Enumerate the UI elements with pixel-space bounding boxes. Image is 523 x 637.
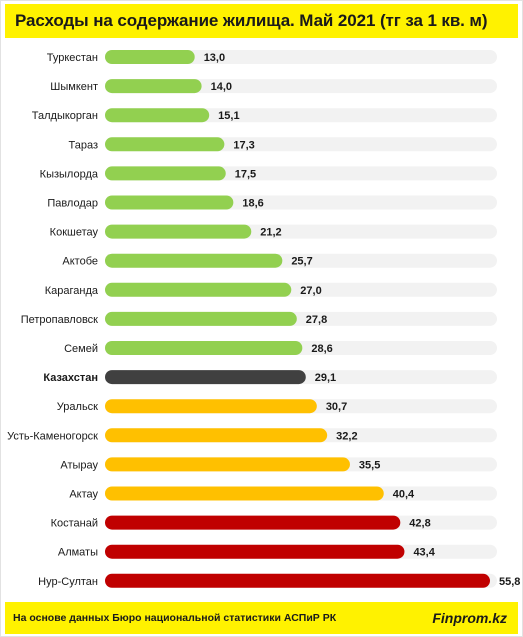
category-label: Нур-Султан bbox=[38, 576, 98, 588]
bar-row: Караганда 27,0 bbox=[45, 282, 497, 297]
value-label: 40,4 bbox=[393, 489, 415, 501]
value-label: 43,4 bbox=[413, 547, 435, 559]
value-label: 27,0 bbox=[300, 285, 321, 297]
bar-row: Кызылорда 17,5 bbox=[40, 166, 497, 181]
category-label: Кызылорда bbox=[40, 168, 99, 180]
bar-track bbox=[105, 79, 497, 94]
value-label: 17,5 bbox=[235, 168, 256, 180]
value-label: 29,1 bbox=[315, 372, 336, 384]
value-label: 35,5 bbox=[359, 459, 380, 471]
title-bar bbox=[5, 4, 518, 38]
bar bbox=[105, 137, 225, 152]
category-label: Кокшетау bbox=[50, 227, 99, 239]
category-label: Семей bbox=[64, 343, 98, 355]
bar bbox=[105, 341, 303, 355]
source-note: На основе данных Бюро национальной стати… bbox=[13, 612, 337, 624]
category-label: Петропавловск bbox=[21, 314, 98, 326]
value-label: 55,8 bbox=[499, 576, 520, 588]
bar bbox=[105, 253, 283, 268]
category-label: Талдыкорган bbox=[32, 110, 98, 122]
value-label: 18,6 bbox=[242, 198, 263, 210]
category-label: Алматы bbox=[58, 547, 98, 559]
bar-row: Кокшетау 21,2 bbox=[50, 224, 497, 239]
category-label: Казахстан bbox=[43, 372, 98, 384]
category-label: Усть-Каменогорск bbox=[7, 430, 98, 442]
value-label: 27,8 bbox=[306, 314, 327, 326]
category-label: Караганда bbox=[45, 285, 99, 297]
bar-row: Атырау 35,5 bbox=[60, 457, 497, 472]
bar bbox=[105, 486, 384, 501]
bar bbox=[105, 370, 306, 385]
bar-row: Петропавловск 27,8 bbox=[21, 311, 497, 326]
bar bbox=[105, 311, 297, 326]
bar bbox=[105, 573, 490, 588]
value-label: 15,1 bbox=[218, 110, 239, 122]
bar-row: Усть-Каменогорск 32,2 bbox=[7, 428, 497, 443]
value-label: 14,0 bbox=[211, 81, 232, 93]
bar bbox=[105, 79, 202, 94]
bar bbox=[105, 195, 234, 210]
bar-row: Актобе 25,7 bbox=[62, 253, 497, 268]
bar bbox=[105, 282, 292, 297]
bar bbox=[105, 515, 401, 530]
category-label: Туркестан bbox=[47, 52, 98, 64]
value-label: 13,0 bbox=[204, 52, 225, 64]
bar-row: Шымкент 14,0 bbox=[50, 79, 497, 94]
bar bbox=[105, 166, 226, 181]
category-label: Уральск bbox=[57, 401, 98, 413]
category-label: Атырау bbox=[60, 459, 98, 471]
bar-row: Семей 28,6 bbox=[64, 341, 497, 355]
brand-logo: Finprom.kz bbox=[432, 610, 507, 626]
value-label: 30,7 bbox=[326, 401, 347, 413]
category-label: Актау bbox=[69, 489, 98, 501]
bar bbox=[105, 224, 252, 239]
bar bbox=[105, 428, 328, 443]
bar bbox=[105, 544, 405, 559]
bar-track bbox=[105, 50, 497, 64]
bar-row: Уральск 30,7 bbox=[57, 399, 497, 414]
bar-row: Туркестан 13,0 bbox=[47, 50, 497, 64]
value-label: 32,2 bbox=[336, 430, 357, 442]
value-label: 21,2 bbox=[260, 227, 281, 239]
category-label: Костанай bbox=[51, 518, 98, 530]
chart-title: Расходы на содержание жилища. Май 2021 (… bbox=[15, 11, 488, 30]
bar-row: Казахстан 29,1 bbox=[43, 370, 497, 385]
bar-row: Нур-Султан 55,8 bbox=[38, 573, 520, 588]
bar-row: Костанай 42,8 bbox=[51, 515, 497, 530]
category-label: Тараз bbox=[69, 139, 99, 151]
bar bbox=[105, 108, 210, 123]
bar-row: Алматы 43,4 bbox=[58, 544, 497, 559]
bar bbox=[105, 50, 195, 64]
category-label: Павлодар bbox=[47, 198, 98, 210]
footer-bar bbox=[5, 602, 518, 634]
category-label: Шымкент bbox=[50, 81, 98, 93]
value-label: 17,3 bbox=[233, 139, 254, 151]
bar-row: Актау 40,4 bbox=[69, 486, 497, 501]
category-label: Актобе bbox=[62, 256, 98, 268]
bar bbox=[105, 399, 317, 414]
bar-row: Тараз 17,3 bbox=[69, 137, 497, 152]
bar bbox=[105, 457, 350, 472]
bar-row: Талдыкорган 15,1 bbox=[32, 108, 497, 123]
value-label: 28,6 bbox=[311, 343, 332, 355]
value-label: 25,7 bbox=[291, 256, 312, 268]
bar-row: Павлодар 18,6 bbox=[47, 195, 497, 210]
value-label: 42,8 bbox=[409, 518, 430, 530]
